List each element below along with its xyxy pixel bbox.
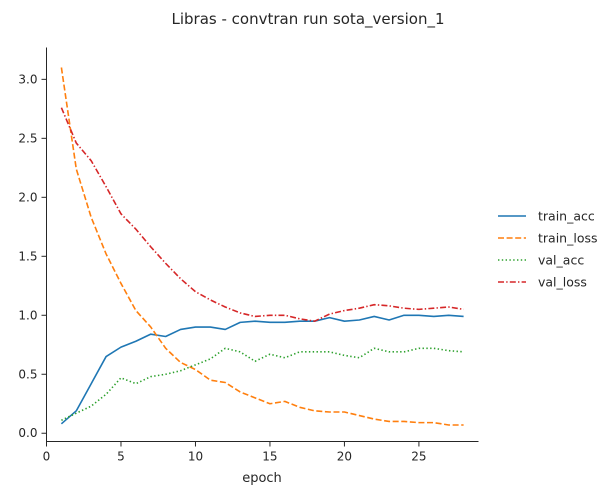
y-tick-label: 0.0: [18, 426, 37, 440]
x-tick-label: 20: [337, 450, 352, 464]
legend-label: val_acc: [538, 253, 584, 268]
chart-title: Libras - convtran run sota_version_1: [172, 10, 445, 29]
tick-marks: 0 5 10 15 20 25 0.0 0.5 1.0 1.5 2.0 2.5 3.0: [18, 72, 426, 463]
series-line-train-acc: [60, 314, 464, 425]
y-tick-label: 2.0: [18, 190, 37, 204]
x-tick-label: 25: [411, 450, 426, 464]
series-line-val-acc: [61, 347, 464, 421]
y-tick-label: 1.5: [18, 249, 37, 263]
series-line-val-loss: [60, 107, 464, 322]
x-tick-label: 0: [43, 450, 51, 464]
x-tick-label: 5: [117, 450, 125, 464]
series-line-train-loss: [60, 67, 464, 426]
legend-label: train_acc: [538, 209, 595, 224]
x-axis-label: epoch: [242, 471, 282, 486]
legend-label: val_loss: [538, 275, 587, 290]
x-tick-label: 10: [188, 450, 203, 464]
y-tick-label: 1.0: [18, 308, 37, 322]
legend-label: train_loss: [538, 231, 598, 246]
x-tick-label: 15: [262, 450, 277, 464]
y-tick-label: 3.0: [18, 72, 37, 86]
y-tick-label: 0.5: [18, 367, 37, 381]
series-layer: [60, 67, 464, 426]
legend: train_acc train_loss val_acc val_loss: [498, 209, 598, 290]
y-tick-label: 2.5: [18, 131, 37, 145]
plot-axes: [46, 47, 479, 442]
